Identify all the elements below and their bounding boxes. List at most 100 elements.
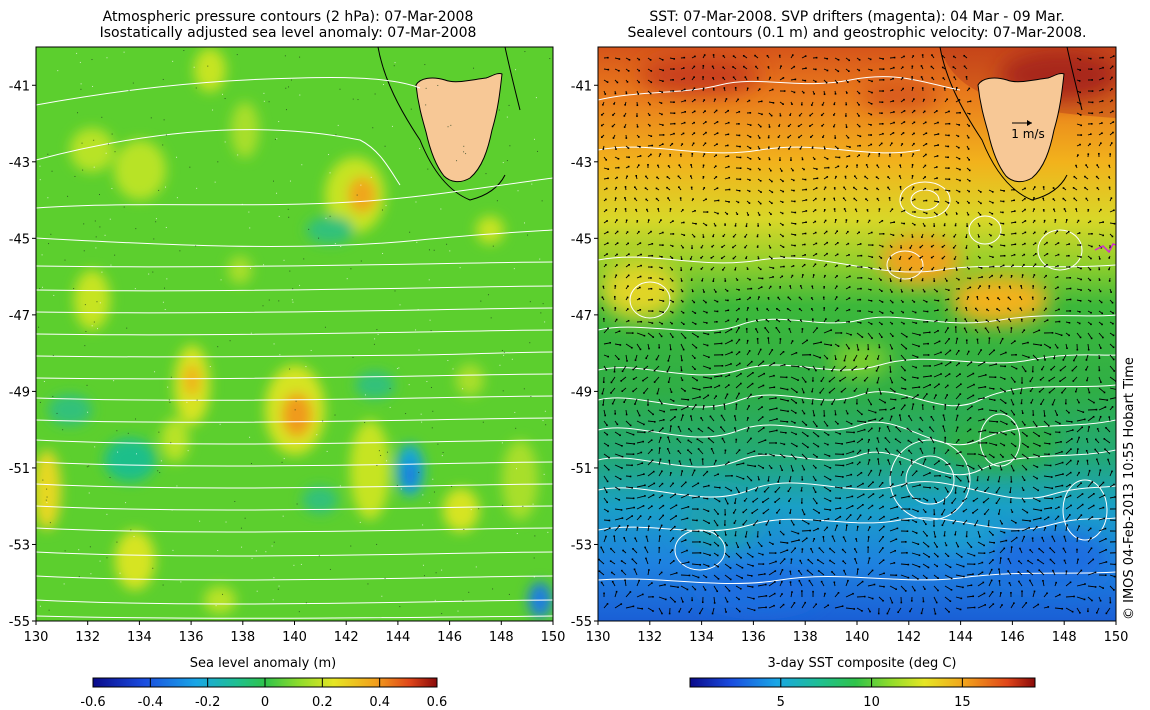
- velocity-arrow-head: [693, 98, 696, 101]
- velocity-arrow: [1065, 514, 1071, 521]
- velocity-arrow-head: [1101, 100, 1104, 102]
- velocity-arrow-head: [684, 481, 687, 484]
- velocity-arrow-head: [632, 390, 634, 393]
- velocity-arrow-head: [629, 475, 632, 478]
- velocity-arrow-head: [928, 556, 930, 558]
- right-title-line2: Sealevel contours (0.1 m) and geostrophi…: [627, 25, 1087, 41]
- velocity-arrow-head: [1041, 368, 1043, 371]
- velocity-arrow-head: [968, 180, 971, 182]
- sla-dot: [285, 109, 287, 111]
- velocity-arrow-head: [618, 488, 621, 491]
- velocity-arrow-head: [972, 500, 975, 502]
- velocity-arrow-head: [727, 155, 730, 157]
- velocity-arrow-head: [862, 493, 865, 496]
- velocity-arrow-head: [682, 209, 684, 211]
- velocity-arrow-head: [891, 347, 893, 350]
- velocity-arrow-head: [738, 392, 740, 395]
- sla-dot: [167, 386, 169, 388]
- velocity-arrow: [829, 376, 836, 382]
- velocity-arrow: [878, 398, 886, 403]
- sla-dot: [244, 517, 246, 519]
- velocity-arrow-head: [732, 76, 735, 79]
- velocity-arrow: [1104, 438, 1111, 444]
- velocity-arrow-head: [1065, 219, 1068, 221]
- velocity-arrow: [911, 552, 920, 556]
- velocity-arrow-head: [728, 374, 731, 376]
- velocity-arrow-head: [749, 112, 752, 114]
- sla-dot: [170, 376, 172, 378]
- velocity-arrow-head: [1077, 219, 1080, 222]
- velocity-arrow: [933, 363, 942, 367]
- velocity-arrow-head: [952, 55, 955, 58]
- velocity-arrow-head: [965, 247, 968, 249]
- velocity-arrow-head: [871, 597, 874, 600]
- velocity-arrow-head: [1045, 274, 1047, 277]
- sla-dot: [64, 259, 66, 261]
- velocity-arrow-head: [1022, 489, 1025, 492]
- velocity-arrow-head: [1003, 254, 1006, 257]
- velocity-arrow-head: [601, 307, 604, 309]
- velocity-arrow-head: [921, 87, 924, 89]
- velocity-arrow-head: [848, 70, 850, 72]
- velocity-arrow-head: [870, 69, 873, 72]
- velocity-arrow-head: [853, 359, 855, 362]
- velocity-arrow-head: [848, 347, 850, 350]
- velocity-arrow-head: [858, 104, 860, 106]
- velocity-arrow-head: [1081, 503, 1084, 506]
- velocity-arrow-head: [856, 164, 858, 166]
- velocity-arrow-head: [615, 208, 617, 210]
- sla-dot: [180, 581, 182, 583]
- velocity-arrow-head: [872, 493, 875, 495]
- velocity-arrow-head: [771, 191, 774, 194]
- velocity-arrow: [768, 561, 777, 565]
- velocity-arrow-head: [728, 165, 730, 168]
- velocity-arrow: [620, 376, 627, 382]
- velocity-arrow-head: [711, 612, 714, 615]
- velocity-arrow-head: [840, 332, 843, 334]
- velocity-arrow-head: [1020, 402, 1023, 405]
- velocity-arrow-head: [983, 513, 986, 515]
- velocity-arrow-head: [624, 579, 626, 581]
- velocity-arrow-head: [1091, 123, 1093, 125]
- velocity-arrow-head: [950, 512, 953, 514]
- velocity-arrow: [1087, 332, 1093, 339]
- velocity-arrow-head: [924, 164, 927, 167]
- velocity-arrow-head: [836, 524, 838, 527]
- velocity-arrow-head: [870, 469, 873, 472]
- velocity-arrow-head: [658, 546, 661, 549]
- velocity-arrow: [724, 585, 730, 592]
- velocity-arrow-head: [871, 504, 874, 507]
- velocity-arrow-head: [910, 279, 913, 282]
- sla-dot: [340, 245, 342, 247]
- sla-dot: [217, 346, 219, 348]
- velocity-arrow: [1021, 527, 1030, 532]
- sla-dot: [289, 180, 291, 182]
- velocity-arrow-head: [843, 186, 845, 189]
- sla-dot: [459, 267, 461, 269]
- velocity-arrow-head: [738, 307, 740, 310]
- velocity-arrow-head: [1023, 479, 1026, 481]
- velocity-arrow-head: [738, 110, 741, 113]
- sla-dot: [450, 124, 452, 126]
- velocity-arrow: [634, 569, 638, 576]
- velocity-arrow-head: [627, 308, 629, 310]
- velocity-arrow-head: [933, 280, 936, 282]
- velocity-arrow-head: [898, 414, 901, 416]
- velocity-arrow-head: [736, 213, 739, 215]
- velocity-arrow-head: [1062, 547, 1065, 550]
- sla-dot: [159, 472, 161, 474]
- velocity-arrow-head: [783, 443, 786, 446]
- velocity-arrow: [1021, 365, 1026, 372]
- velocity-arrow-head: [702, 236, 705, 238]
- velocity-arrow: [735, 327, 740, 334]
- velocity-arrow: [885, 437, 891, 444]
- velocity-arrow-head: [782, 224, 784, 226]
- velocity-arrow: [768, 453, 775, 457]
- velocity-arrow-head: [1026, 435, 1028, 437]
- velocity-arrow-head: [705, 121, 707, 123]
- velocity-arrow-head: [1107, 458, 1109, 461]
- velocity-arrow-head: [845, 115, 847, 117]
- velocity-arrow-head: [711, 245, 713, 248]
- velocity-arrow: [856, 504, 864, 510]
- velocity-arrow-head: [908, 508, 911, 510]
